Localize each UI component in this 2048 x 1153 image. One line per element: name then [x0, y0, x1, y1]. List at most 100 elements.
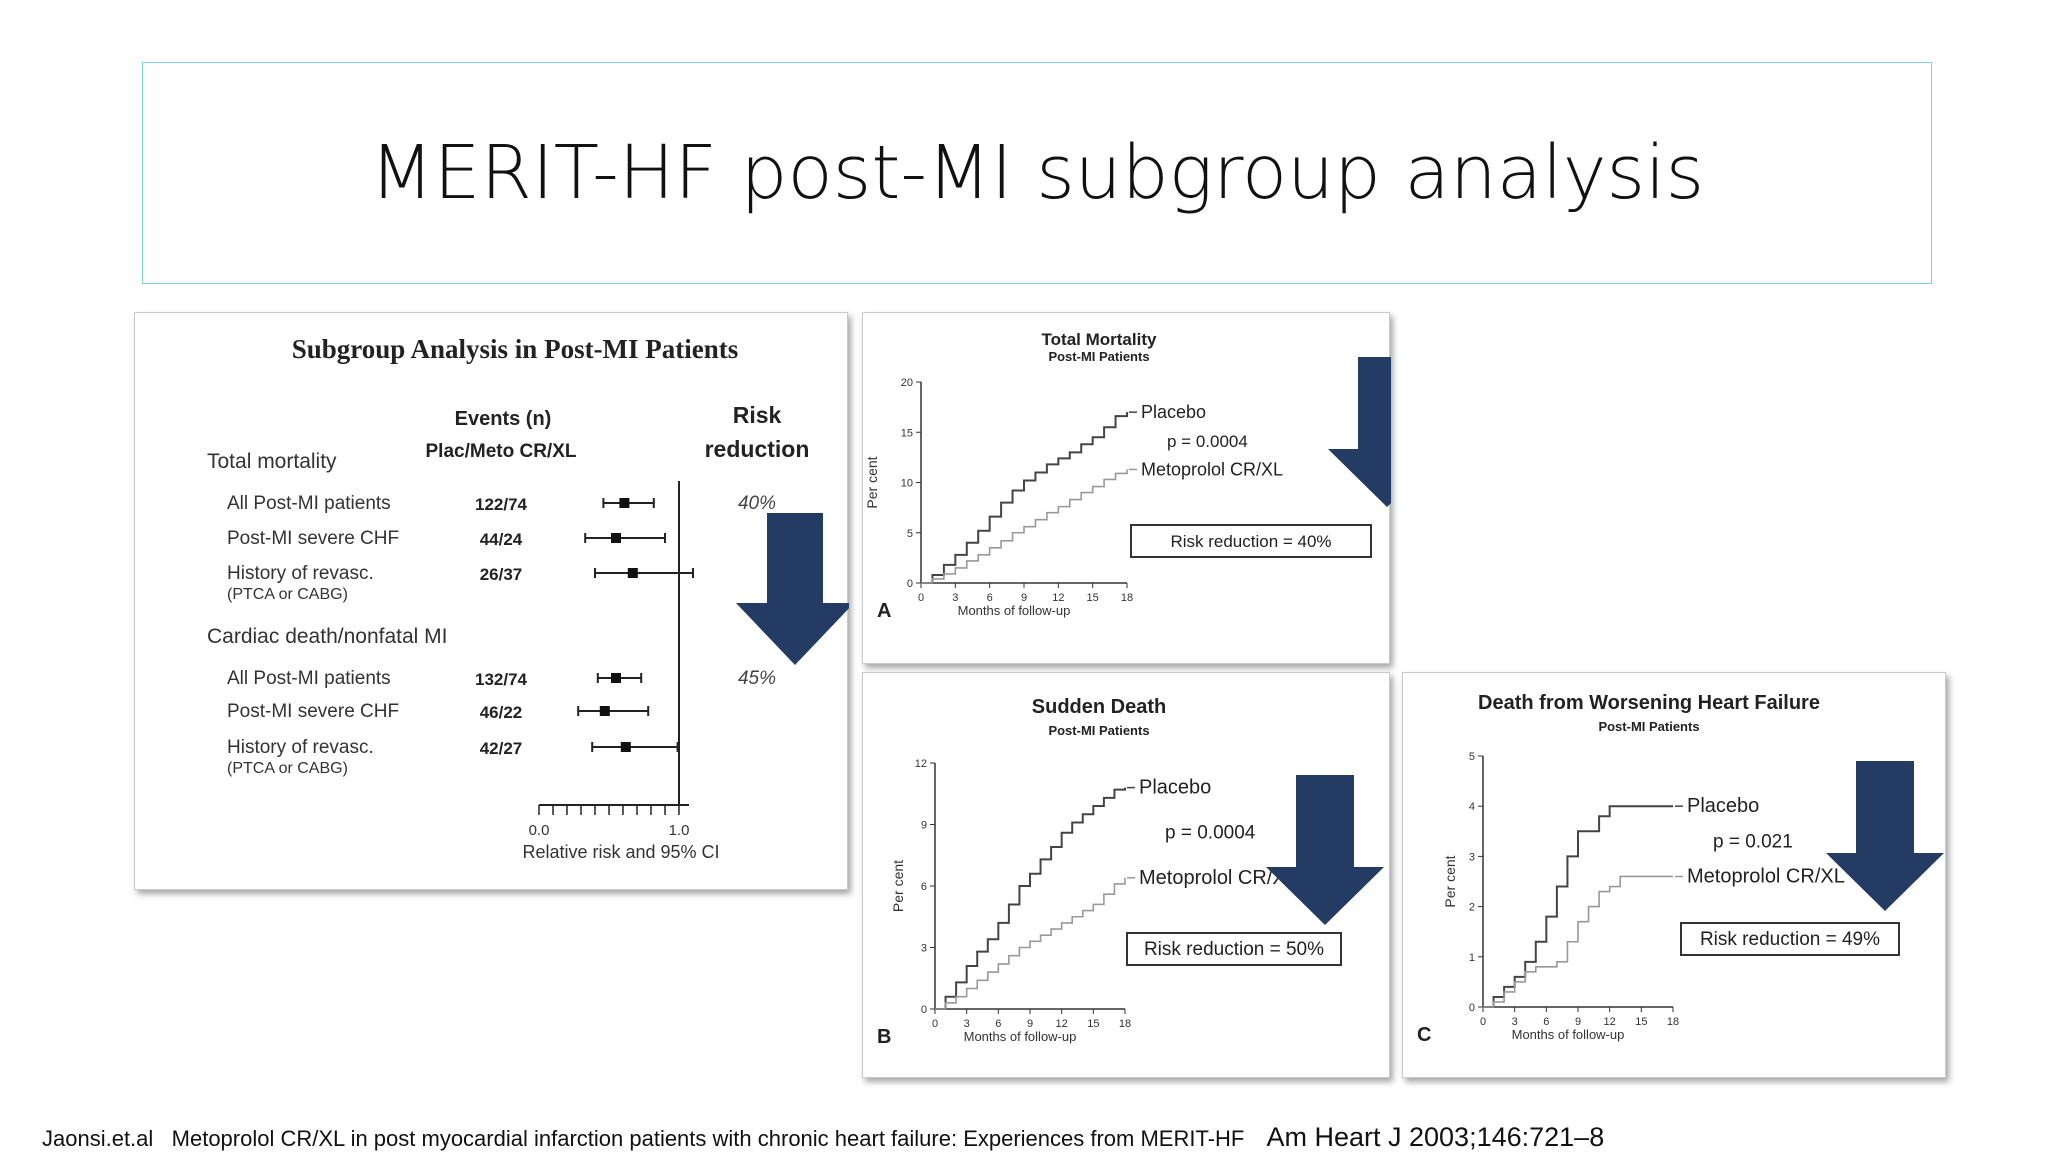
x-tick-label: 6	[987, 592, 993, 604]
down-arrow-icon	[1826, 761, 1944, 911]
forest-plot-svg: Subgroup Analysis in Post-MI Patients Eve…	[207, 334, 849, 862]
y-tick-label: 3	[921, 943, 927, 955]
y-tick-label: 15	[901, 427, 913, 439]
risk-reduction-value: 40%	[738, 493, 776, 514]
risk-reduction-box	[1126, 932, 1342, 966]
panel-worsening-hf: Death from Worsening Heart Failure Post-M…	[1402, 672, 1946, 1078]
row-label: Post-MI severe CHF	[227, 701, 399, 722]
panel-letter: A	[877, 600, 891, 622]
y-tick-label: 0	[1469, 1002, 1475, 1014]
y-tick-label: 5	[907, 528, 913, 540]
risk-reduction-label: Risk reduction = 50%	[1144, 939, 1324, 960]
slide-title: MERIT-HF post-MI subgroup analysis	[369, 130, 1705, 216]
x-tick-label: 18	[1667, 1016, 1679, 1028]
x-tick-label: 18	[1121, 592, 1133, 604]
x-tick-label: 9	[1027, 1018, 1033, 1030]
x-tick-label: 18	[1119, 1018, 1131, 1030]
row-label: History of revasc.	[227, 737, 374, 758]
x-axis-label: Months of follow-up	[964, 1029, 1077, 1044]
x-axis-label: Months of follow-up	[958, 603, 1071, 618]
group-label: Cardiac death/nonfatal MI	[207, 625, 447, 648]
point-estimate	[619, 498, 630, 508]
km-subtitle: Post-MI Patients	[1048, 723, 1149, 738]
citation: Jaonsi.et.al Metoprolol CR/XL in post my…	[42, 1122, 1604, 1153]
km-title: Total Mortality	[1042, 330, 1157, 349]
km-subtitle: Post-MI Patients	[1048, 349, 1149, 364]
y-tick-label: 3	[1469, 851, 1475, 863]
risk-reduction-label: Risk reduction = 40%	[1170, 532, 1331, 551]
row-events: 42/27	[480, 739, 523, 758]
row-label: Post-MI severe CHF	[227, 528, 399, 549]
series-label-placebo: Placebo	[1139, 777, 1211, 799]
series-line-metoprolol	[1483, 875, 1673, 1008]
x-tick-label: 15	[1635, 1016, 1647, 1028]
panel-letter: B	[877, 1026, 891, 1048]
row-events: 132/74	[475, 670, 528, 689]
x-tick-label: 0	[1480, 1016, 1486, 1028]
x-tick-label: 3	[1512, 1016, 1518, 1028]
risk-reduction-box	[1130, 524, 1372, 558]
x-axis-label: Relative risk and 95% CI	[522, 842, 719, 862]
row-sublabel: (PTCA or CABG)	[227, 586, 348, 603]
panel-total-mortality: Total Mortality Post-MI Patients 0 3 6 9 12 15 1…	[862, 312, 1391, 664]
series-label-metoprolol: Metoprolol CR/XL	[1687, 865, 1845, 887]
y-axis-label: Per cent	[1442, 855, 1458, 907]
y-tick-label: 2	[1469, 902, 1475, 914]
slide-title-box: MERIT-HF post-MI subgroup analysis	[142, 62, 1932, 284]
km-title: Death from Worsening Heart Failure	[1478, 692, 1820, 714]
x-tick-label: 9	[1575, 1016, 1581, 1028]
x-tick-label: 0.0	[529, 822, 550, 839]
series-line-placebo	[921, 412, 1128, 584]
x-tick-label: 3	[964, 1018, 970, 1030]
events-subheader: Plac/Meto CR/XL	[426, 441, 577, 462]
x-tick-label: 12	[1604, 1016, 1616, 1028]
y-tick-label: 9	[921, 820, 927, 832]
y-axis-label: Per cent	[864, 456, 880, 508]
citation-article: Metoprolol CR/XL in post myocardial infa…	[171, 1126, 1245, 1151]
series-line-placebo	[1483, 805, 1673, 1008]
series-line-metoprolol	[921, 469, 1128, 584]
risk-subheader: reduction	[705, 436, 810, 462]
row-events: 122/74	[475, 495, 528, 514]
point-estimate	[611, 673, 621, 683]
row-events: 44/24	[480, 530, 523, 549]
x-tick-label: 1.0	[669, 822, 690, 839]
series-label-metoprolol: Metoprolol CR/XL	[1141, 459, 1283, 479]
series-label-placebo: Placebo	[1141, 402, 1206, 422]
forest-title: Subgroup Analysis in Post-MI Patients	[292, 334, 739, 364]
p-value: p = 0.0004	[1165, 823, 1256, 844]
events-header: Events (n)	[455, 408, 552, 430]
y-tick-label: 0	[921, 1004, 927, 1016]
x-tick-label: 0	[932, 1018, 938, 1030]
down-arrow-icon	[736, 513, 849, 665]
series-label-placebo: Placebo	[1687, 795, 1759, 817]
panel-letter: C	[1417, 1024, 1431, 1046]
x-tick-label: 6	[995, 1018, 1001, 1030]
km-title: Sudden Death	[1032, 696, 1166, 718]
forest-plot-panel: Subgroup Analysis in Post-MI Patients Eve…	[134, 312, 849, 890]
row-events: 26/37	[480, 565, 523, 584]
y-tick-label: 10	[901, 478, 913, 490]
series-line-placebo	[935, 787, 1126, 1010]
x-tick-label: 15	[1087, 592, 1099, 604]
y-tick-label: 4	[1469, 801, 1475, 813]
x-axis-label: Months of follow-up	[1512, 1027, 1625, 1042]
risk-header: Risk	[733, 402, 782, 428]
citation-journal: Am Heart J 2003;146:721–8	[1266, 1122, 1605, 1152]
down-arrow-icon	[1266, 775, 1384, 925]
panel-sudden-death: Sudden Death Post-MI Patients 0 3 6 9 12 15 18 0 3…	[862, 672, 1390, 1078]
point-estimate	[611, 533, 621, 543]
x-tick-label: 12	[1052, 592, 1064, 604]
km-chart-sudden-death: Sudden Death Post-MI Patients 0 3 6 9 12 15 18 0 3…	[877, 696, 1384, 1048]
x-tick-label: 3	[952, 592, 958, 604]
y-tick-label: 1	[1469, 952, 1475, 964]
down-arrow-icon	[1328, 357, 1391, 507]
series-label-metoprolol: Metoprolol CR/XL	[1139, 867, 1297, 889]
x-tick-label: 6	[1543, 1016, 1549, 1028]
p-value: p = 0.0004	[1167, 432, 1248, 451]
row-label: All Post-MI patients	[227, 493, 391, 514]
group-label: Total mortality	[207, 450, 337, 473]
point-estimate	[627, 568, 638, 578]
row-label: All Post-MI patients	[227, 668, 391, 689]
x-tick-label: 15	[1087, 1018, 1099, 1030]
